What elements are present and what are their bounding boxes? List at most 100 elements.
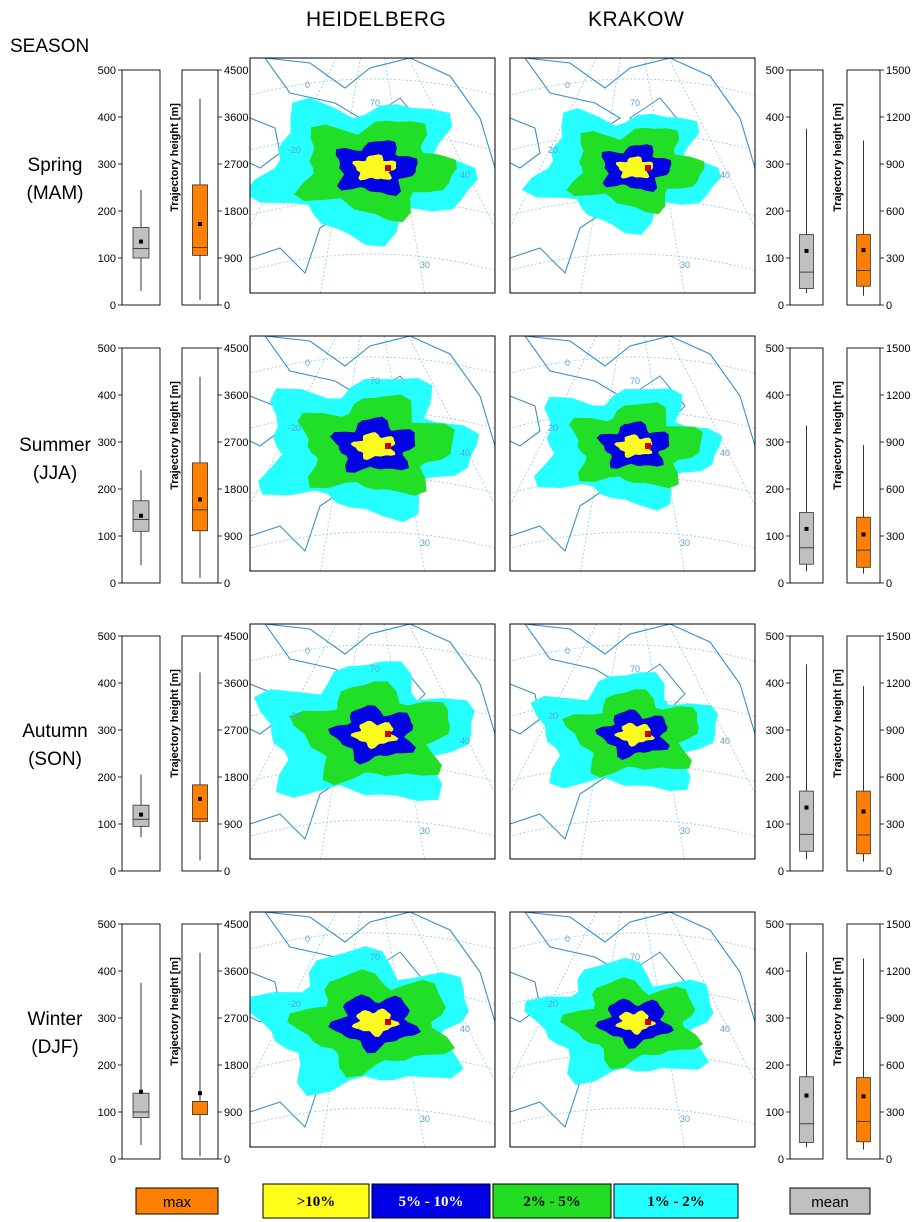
season-name: Spring xyxy=(27,155,83,176)
map-panel xyxy=(510,58,755,293)
grid-label-lat: 70 xyxy=(370,664,380,674)
tick-label: 900 xyxy=(224,253,242,265)
map-frame xyxy=(509,57,756,294)
graticule-lat xyxy=(250,644,495,662)
tick-label: 500 xyxy=(98,919,116,931)
y-axis-title: Trajectory height [m] xyxy=(169,669,181,778)
grid-label-lat: 30 xyxy=(420,260,430,270)
tick-label: 300 xyxy=(98,437,116,449)
map-frame xyxy=(509,911,756,1148)
tick-label: 200 xyxy=(98,772,116,784)
legend-max-swatch xyxy=(135,1187,219,1215)
grid-label-lat: 70 xyxy=(630,376,640,386)
graticule-lat xyxy=(250,476,495,494)
grid-label-lat: 30 xyxy=(680,538,690,548)
tick-label: 400 xyxy=(98,390,116,402)
graticule-lat xyxy=(510,644,755,662)
mean-marker xyxy=(861,532,866,537)
legend-bin-label: >10% xyxy=(297,1194,336,1210)
tick-label: 0 xyxy=(886,578,892,590)
y-axis-title: Trajectory height [m] xyxy=(832,669,844,778)
y-axis-title: Trajectory height [m] xyxy=(169,957,181,1066)
graticule-lat xyxy=(510,476,755,494)
tick-label: 600 xyxy=(886,772,904,784)
graticule-lat xyxy=(510,764,755,782)
tick-label: 0 xyxy=(224,866,230,878)
tick-label: 400 xyxy=(98,966,116,978)
coastline xyxy=(510,117,541,169)
tick-label: 300 xyxy=(886,819,904,831)
graticule-lat xyxy=(250,78,495,96)
tick-label: 500 xyxy=(98,631,116,643)
tick-label: 900 xyxy=(886,725,904,737)
box-iqr xyxy=(856,516,871,568)
season-code: (DJF) xyxy=(31,1037,79,1058)
tick-label: 400 xyxy=(98,112,116,124)
season-code: (JJA) xyxy=(32,463,78,484)
station-marker xyxy=(645,443,651,449)
mean-marker xyxy=(804,805,809,810)
tick-label: 1200 xyxy=(886,112,910,124)
tick-label: 0 xyxy=(110,300,116,312)
tick-label: 200 xyxy=(766,772,784,784)
graticule-lat xyxy=(250,987,495,1005)
grid-label-lat: 30 xyxy=(420,538,430,548)
grid-label-lat: 40 xyxy=(460,170,470,180)
graticule-lat xyxy=(510,699,755,717)
grid-label-lon: 20 xyxy=(548,423,558,433)
tick-label: 0 xyxy=(224,578,230,590)
map-panel xyxy=(250,624,495,859)
season-code: (MAM) xyxy=(26,183,84,204)
tick-label: 3600 xyxy=(224,112,248,124)
box-iqr xyxy=(192,784,208,822)
coastline xyxy=(510,395,541,447)
box-iqr xyxy=(856,790,871,855)
tick-label: 0 xyxy=(778,866,784,878)
tick-label: 900 xyxy=(224,531,242,543)
tick-label: 200 xyxy=(98,484,116,496)
tick-label: 3600 xyxy=(224,678,248,690)
tick-label: 400 xyxy=(98,678,116,690)
grid-label-lat: 40 xyxy=(460,736,470,746)
mean-marker xyxy=(198,497,202,502)
station-marker xyxy=(645,165,651,171)
graticule-lat xyxy=(250,356,495,374)
mean-marker xyxy=(198,796,202,801)
box-iqr xyxy=(799,234,814,289)
tick-label: 1500 xyxy=(886,343,910,355)
grid-label-lat: 70 xyxy=(370,376,380,386)
graticule-lat xyxy=(250,253,495,271)
footprint-gt10pct xyxy=(351,1008,400,1037)
tick-label: 1800 xyxy=(224,772,248,784)
box-iqr xyxy=(799,790,814,852)
map-panel xyxy=(510,336,755,571)
mean-marker xyxy=(139,239,143,244)
graticule-lat xyxy=(250,531,495,549)
tick-label: 3600 xyxy=(224,390,248,402)
mean-marker xyxy=(861,809,866,814)
graticule-lat xyxy=(250,819,495,837)
tick-label: 900 xyxy=(224,819,242,831)
map-frame xyxy=(249,623,496,860)
tick-label: 200 xyxy=(766,1060,784,1072)
tick-label: 500 xyxy=(766,65,784,77)
tick-label: 0 xyxy=(778,1154,784,1166)
graticule-lat xyxy=(250,1052,495,1070)
tick-label: 0 xyxy=(224,300,230,312)
tick-label: 100 xyxy=(98,253,116,265)
tick-label: 1800 xyxy=(224,206,248,218)
mean-marker xyxy=(804,526,809,531)
tick-label: 300 xyxy=(766,725,784,737)
footprint-gt10pct xyxy=(615,156,654,179)
season-label-autumn: Autumn (SON) xyxy=(8,718,102,774)
map-panel xyxy=(510,912,755,1147)
season-name: Autumn xyxy=(22,721,88,742)
tick-label: 400 xyxy=(766,678,784,690)
tick-label: 300 xyxy=(98,159,116,171)
tick-label: 3600 xyxy=(224,966,248,978)
tick-label: 400 xyxy=(766,966,784,978)
graticule-lat xyxy=(510,253,755,271)
legend-bin-label: 1% - 2% xyxy=(647,1194,705,1210)
footprint-gt10pct xyxy=(614,722,655,747)
graticule-lat xyxy=(510,133,755,151)
